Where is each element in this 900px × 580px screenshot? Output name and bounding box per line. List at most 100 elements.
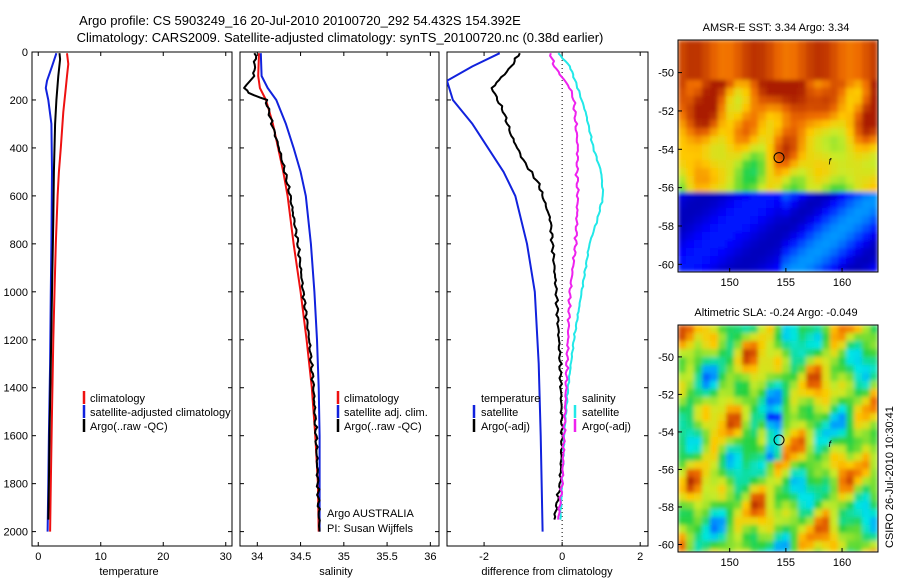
map-cell [710, 104, 719, 113]
xtick-label: 34 [251, 551, 263, 563]
map-cell [814, 232, 823, 241]
map-cell [710, 192, 719, 201]
legend-label-climatology: climatology [344, 393, 400, 405]
xtick-label: 2 [637, 551, 643, 563]
map-cell [862, 421, 871, 430]
map-cell [678, 88, 687, 97]
map-cell [838, 160, 847, 169]
map-cell [854, 56, 863, 65]
map-cell [870, 477, 878, 486]
map-cell [862, 549, 871, 552]
map-cell [782, 477, 791, 486]
map-cell [750, 256, 759, 265]
map-cell [766, 429, 775, 438]
map-cell [830, 264, 839, 272]
map-cell [686, 72, 695, 81]
map-cell [678, 541, 687, 550]
map-cell [870, 437, 878, 446]
map-cell [710, 437, 719, 446]
map-cell [846, 104, 855, 113]
map-cell [678, 525, 687, 534]
map-cell [766, 80, 775, 89]
map-cell [710, 72, 719, 81]
map-cell [830, 549, 839, 552]
map-cell [798, 56, 807, 65]
map-cell [862, 405, 871, 414]
map-cell [806, 413, 815, 422]
map-cell [870, 413, 878, 422]
map-cell [758, 501, 767, 510]
map-cell [678, 200, 687, 209]
map-cell [734, 256, 743, 265]
map-cell [686, 128, 695, 137]
map-cell [742, 200, 751, 209]
map-cell [758, 136, 767, 145]
map-cell [686, 216, 695, 225]
map-cell [766, 469, 775, 478]
map-cell [838, 541, 847, 550]
map-cell [862, 429, 871, 438]
map-cell [726, 88, 735, 97]
map-cell [758, 256, 767, 265]
map-cell [822, 136, 831, 145]
map-cell [862, 128, 871, 137]
map-cell [846, 216, 855, 225]
map-cell [718, 184, 727, 193]
map-cell [830, 40, 839, 49]
map-cell [766, 493, 775, 502]
map-cell [790, 349, 799, 358]
map-cell [798, 160, 807, 169]
map-cell [678, 437, 687, 446]
map-cell [854, 232, 863, 241]
map-cell [838, 373, 847, 382]
map-cell [798, 48, 807, 57]
map-cell [782, 176, 791, 185]
map-cell [694, 485, 703, 494]
map-cell [838, 501, 847, 510]
map-cell [838, 248, 847, 257]
map-cell [774, 421, 783, 430]
map-cell [710, 333, 719, 342]
map-cell [782, 128, 791, 137]
map-cell [766, 389, 775, 398]
map-cell [742, 168, 751, 177]
map-cell [734, 381, 743, 390]
map-cell [830, 48, 839, 57]
map-cell [758, 176, 767, 185]
map-cell [758, 104, 767, 113]
map-cell [846, 192, 855, 201]
map-cell [838, 493, 847, 502]
map-cell [718, 168, 727, 177]
difference-series [447, 52, 605, 532]
map-cell [702, 160, 711, 169]
map-cell [742, 40, 751, 49]
map-cell [686, 192, 695, 201]
map-cell [726, 405, 735, 414]
map-cell [766, 485, 775, 494]
map-cell [822, 56, 831, 65]
map-cell [742, 525, 751, 534]
map-cell [742, 232, 751, 241]
map-cell [678, 40, 687, 49]
map-cell [822, 184, 831, 193]
map-cell [710, 264, 719, 272]
map-cell [846, 437, 855, 446]
map-cell [814, 240, 823, 249]
map-cell [750, 533, 759, 542]
map-cell [678, 357, 687, 366]
map-cell [798, 453, 807, 462]
map-cell [862, 80, 871, 89]
map-cell [854, 40, 863, 49]
map-cell [806, 176, 815, 185]
map-cell [742, 96, 751, 105]
map-cell [710, 349, 719, 358]
map-cell [798, 72, 807, 81]
map-cell [798, 240, 807, 249]
map-cell [742, 501, 751, 510]
map-cell [806, 120, 815, 129]
map-cell [846, 501, 855, 510]
map-cell [710, 469, 719, 478]
map-cell [678, 224, 687, 233]
map-cell [814, 208, 823, 217]
map-cell [734, 349, 743, 358]
